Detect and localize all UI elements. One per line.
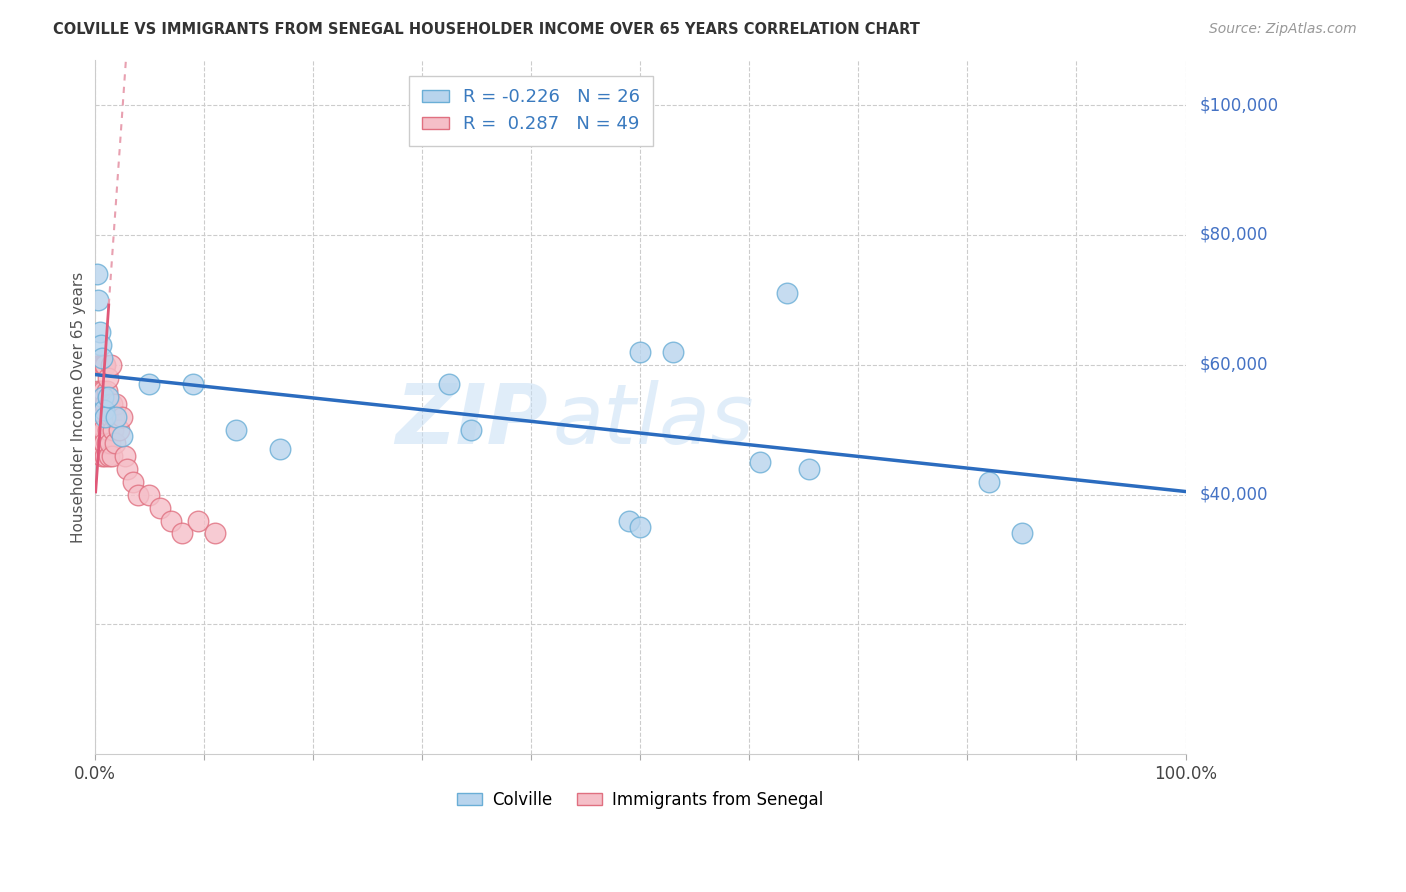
Point (90, 384, 112, 398)
Point (97, 397, 120, 411)
Point (181, 377, 204, 392)
Text: $60,000: $60,000 (1199, 356, 1268, 374)
Point (94, 397, 117, 411)
Point (93, 435, 115, 450)
Point (979, 475, 1001, 489)
Point (91, 384, 114, 398)
Point (149, 500, 172, 515)
Point (91, 409, 114, 424)
Point (97, 390, 120, 404)
Point (105, 397, 128, 411)
Point (96, 435, 118, 450)
Point (103, 409, 125, 424)
Point (89, 325, 111, 339)
Point (87, 423, 110, 437)
Text: COLVILLE VS IMMIGRANTS FROM SENEGAL HOUSEHOLDER INCOME OVER 65 YEARS CORRELATION: COLVILLE VS IMMIGRANTS FROM SENEGAL HOUS… (53, 22, 921, 37)
Point (90, 435, 112, 450)
Point (437, 377, 460, 392)
Point (187, 514, 209, 528)
Point (138, 377, 160, 392)
Point (269, 442, 291, 456)
Y-axis label: Householder Income Over 65 years: Householder Income Over 65 years (72, 271, 86, 542)
Point (97, 370, 120, 384)
Point (661, 344, 683, 359)
Point (94, 409, 117, 424)
Point (89, 358, 111, 372)
Point (117, 461, 139, 475)
Point (628, 520, 651, 534)
Point (91, 358, 114, 372)
Point (91, 449, 114, 463)
Point (100, 409, 122, 424)
Point (170, 526, 193, 541)
Point (628, 344, 651, 359)
Text: atlas: atlas (553, 380, 755, 461)
Point (114, 449, 136, 463)
Point (797, 461, 820, 475)
Legend: Colville, Immigrants from Senegal: Colville, Immigrants from Senegal (450, 784, 830, 815)
Point (86, 397, 108, 411)
Point (87, 409, 110, 424)
Point (89, 423, 111, 437)
Point (776, 286, 799, 301)
Point (94, 358, 117, 372)
Text: ZIP: ZIP (395, 380, 547, 461)
Point (160, 514, 183, 528)
Point (121, 475, 143, 489)
Point (94, 449, 117, 463)
Point (91, 390, 114, 404)
Point (87, 384, 110, 398)
Point (204, 526, 226, 541)
Point (1011, 526, 1033, 541)
Point (101, 449, 124, 463)
Point (107, 423, 129, 437)
Point (460, 423, 482, 437)
Point (97, 449, 120, 463)
Point (101, 397, 124, 411)
Point (111, 429, 134, 443)
Point (100, 358, 122, 372)
Text: $80,000: $80,000 (1199, 226, 1268, 244)
Point (98, 435, 121, 450)
Point (138, 487, 160, 501)
Point (104, 435, 127, 450)
Text: $40,000: $40,000 (1199, 485, 1268, 504)
Point (617, 514, 640, 528)
Point (749, 455, 772, 469)
Point (93, 403, 115, 417)
Point (89, 397, 111, 411)
Text: $100,000: $100,000 (1199, 96, 1278, 114)
Point (91, 351, 114, 366)
Point (93, 358, 115, 372)
Point (86, 267, 108, 281)
Point (127, 487, 149, 501)
Point (111, 409, 134, 424)
Point (97, 423, 120, 437)
Text: Source: ZipAtlas.com: Source: ZipAtlas.com (1209, 22, 1357, 37)
Point (96, 384, 118, 398)
Point (101, 423, 124, 437)
Point (87, 293, 110, 307)
Point (98, 409, 121, 424)
Point (87, 435, 110, 450)
Point (105, 409, 128, 424)
Point (91, 423, 114, 437)
Point (90, 338, 112, 352)
Point (84, 409, 107, 424)
Point (225, 423, 247, 437)
